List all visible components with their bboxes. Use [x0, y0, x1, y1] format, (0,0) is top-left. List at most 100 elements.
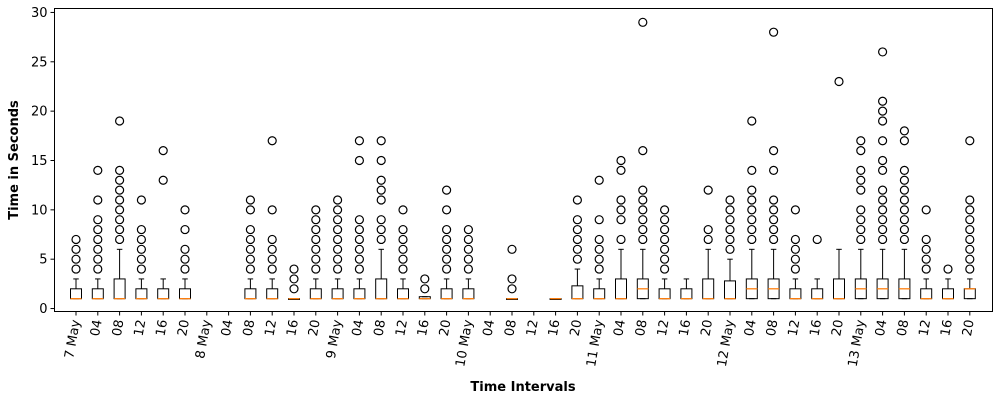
- outlier-point: [442, 185, 452, 195]
- outlier-point: [965, 264, 975, 274]
- outlier-point: [616, 155, 626, 166]
- outlier-point: [856, 205, 866, 215]
- outlier-point: [659, 244, 670, 254]
- box-body: [680, 288, 693, 300]
- outlier-point: [877, 234, 888, 245]
- x-tick-label: 04: [873, 319, 891, 338]
- outlier-point: [245, 195, 255, 205]
- box-body: [91, 288, 104, 300]
- x-tick-label: 04: [350, 319, 368, 338]
- outlier-point: [899, 185, 910, 195]
- outlier-point: [180, 264, 190, 274]
- outlier-point: [463, 244, 473, 254]
- outlier-point: [442, 234, 452, 245]
- x-tick-label: 04: [742, 319, 760, 338]
- outlier-point: [638, 205, 648, 215]
- outlier-point: [659, 254, 670, 264]
- outlier-point: [507, 284, 517, 294]
- box-35: [833, 76, 845, 300]
- outlier-point: [463, 264, 473, 274]
- outlier-point: [245, 254, 255, 264]
- outlier-point: [376, 136, 386, 146]
- box-27: [658, 205, 671, 300]
- outlier-point: [93, 254, 103, 264]
- outlier-point: [311, 244, 321, 254]
- outlier-point: [877, 136, 888, 146]
- box-16: [418, 274, 431, 300]
- box-20: [506, 244, 518, 300]
- box-body: [397, 288, 409, 300]
- y-tick-label: 0: [39, 302, 47, 317]
- x-tick-label: 20: [175, 319, 193, 338]
- outlier-point: [333, 244, 343, 254]
- outlier-point: [311, 254, 321, 264]
- outlier-point: [463, 234, 473, 245]
- outlier-point: [877, 165, 888, 175]
- outlier-point: [180, 244, 190, 254]
- outlier-point: [245, 224, 255, 235]
- outlier-point: [267, 136, 277, 146]
- y-axis: 0 5 10 15 20 25 30: [31, 6, 55, 317]
- x-tick-label: 12 May: [715, 318, 738, 368]
- outlier-point: [114, 205, 125, 215]
- outlier-point: [376, 234, 386, 245]
- box-body: [375, 278, 388, 300]
- outlier-point: [289, 264, 299, 274]
- outlier-point: [311, 234, 321, 245]
- box-body: [70, 288, 82, 300]
- box-body: [462, 288, 475, 300]
- box-8: [244, 195, 257, 300]
- x-tick-label: 08: [502, 319, 520, 338]
- x-tick-label: 10 May: [453, 318, 476, 368]
- outlier-point: [245, 264, 255, 274]
- outlier-point: [158, 175, 168, 185]
- x-tick-label: 20: [568, 319, 586, 338]
- outlier-point: [921, 244, 931, 254]
- x-tick-label: 12: [524, 319, 542, 338]
- outlier-point: [398, 205, 408, 215]
- x-tick-label: 04: [480, 319, 498, 338]
- outlier-point: [158, 146, 168, 156]
- outlier-point: [289, 284, 299, 294]
- outlier-point: [877, 106, 888, 116]
- outlier-point: [93, 195, 103, 205]
- outlier-point: [594, 244, 604, 254]
- outlier-point: [790, 244, 801, 254]
- box-body: [658, 288, 671, 300]
- outlier-point: [354, 215, 364, 225]
- outlier-point: [442, 244, 452, 254]
- outlier-point: [899, 224, 910, 235]
- outlier-point: [180, 224, 190, 235]
- box-body: [615, 278, 627, 300]
- outlier-point: [136, 195, 146, 205]
- box-17: [440, 185, 453, 300]
- outlier-point: [725, 205, 735, 215]
- outlier-point: [136, 264, 146, 274]
- x-tick-label: 7 May: [62, 318, 84, 360]
- outlier-point: [725, 234, 735, 245]
- outlier-point: [747, 215, 757, 225]
- outlier-point: [965, 215, 975, 225]
- outlier-point: [114, 215, 125, 225]
- outlier-point: [114, 165, 125, 175]
- outlier-point: [93, 224, 103, 235]
- box-22: [549, 298, 562, 300]
- outlier-point: [376, 155, 386, 166]
- x-tick-label: 16: [677, 319, 695, 338]
- outlier-point: [856, 185, 866, 195]
- x-tick-label: 12: [262, 319, 280, 338]
- outlier-point: [768, 234, 779, 245]
- box-11: [309, 205, 322, 300]
- outlier-point: [747, 224, 757, 235]
- outlier-point: [616, 234, 626, 245]
- outlier-point: [420, 284, 430, 294]
- x-tick-label: 16: [546, 319, 564, 338]
- outlier-point: [703, 234, 713, 245]
- box-33: [789, 205, 802, 300]
- x-tick-label: 16: [415, 319, 433, 338]
- box-14: [375, 136, 388, 300]
- box-body: [135, 288, 148, 300]
- outlier-point: [398, 224, 408, 235]
- box-2: [113, 116, 126, 300]
- box-34: [811, 234, 824, 300]
